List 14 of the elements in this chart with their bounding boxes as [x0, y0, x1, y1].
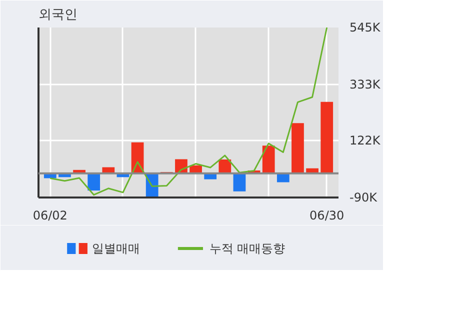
chart-title: 외국인 [38, 8, 78, 22]
bar [292, 123, 304, 174]
bar [262, 146, 275, 174]
x-tick-label: 06/30 [310, 208, 344, 222]
y-tick-label: -90K [350, 190, 378, 204]
legend-label: 누적 매매동향 [209, 242, 286, 256]
y-tick-label: 122K [350, 134, 382, 148]
legend-label: 일별매매 [92, 242, 140, 256]
x-tick-label: 06/02 [32, 208, 68, 222]
y-tick-label: 545K [350, 20, 382, 34]
bar [320, 102, 334, 174]
bar [233, 173, 246, 192]
bar [88, 173, 100, 191]
y-tick-label: 333K [350, 77, 382, 92]
